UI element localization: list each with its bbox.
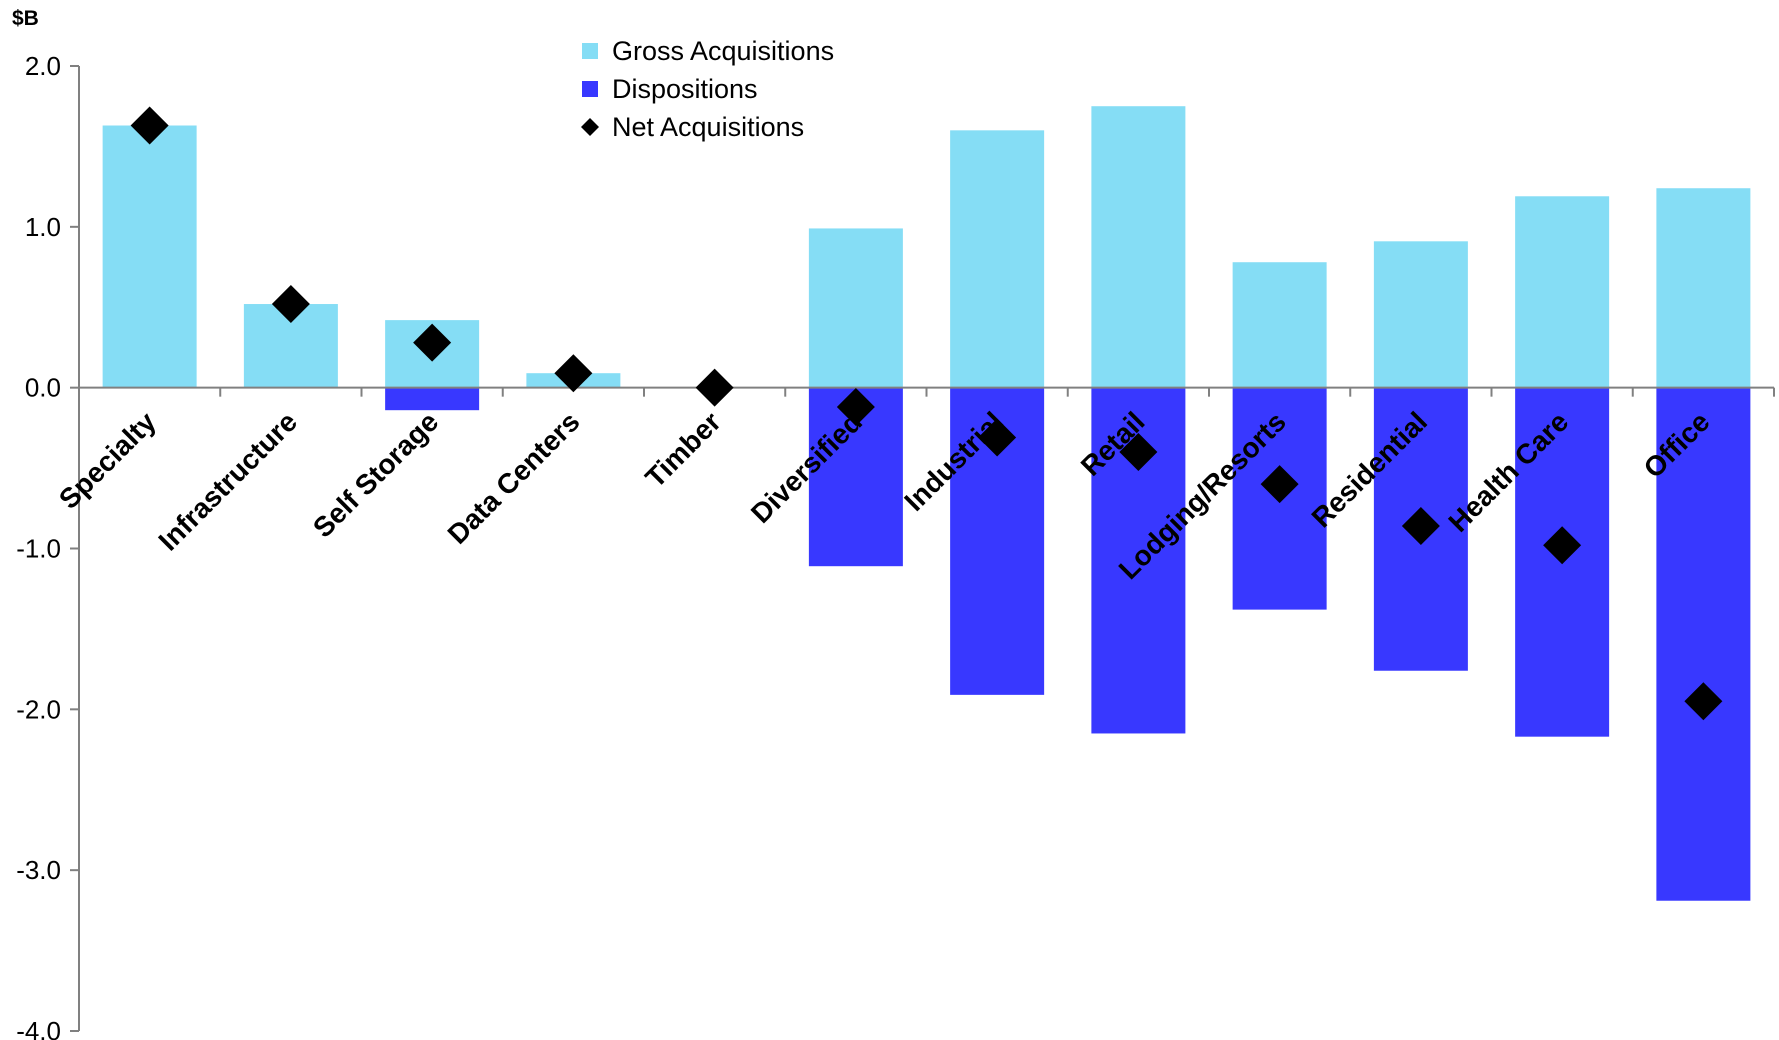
bar-gross-acquisitions-residential	[1373, 241, 1468, 388]
legend-label-gross-acquisitions: Gross Acquisitions	[612, 36, 834, 66]
bar-gross-acquisitions-diversified	[808, 228, 903, 388]
bar-gross-acquisitions-lodging-resorts	[1232, 262, 1327, 388]
legend-swatch-net-acquisitions	[581, 118, 599, 136]
y-tick-label: 2.0	[25, 51, 61, 81]
legend: Gross Acquisitions Dispositions Net Acquis…	[581, 36, 834, 142]
marker-net-acquisitions-diversified	[836, 387, 875, 426]
y-axis-unit-label: $B	[12, 7, 39, 30]
bar-dispositions-office	[1656, 387, 1751, 901]
marker-net-acquisitions-office	[1684, 682, 1723, 721]
bar-gross-acquisitions-industrial	[950, 130, 1045, 388]
x-category-label-self-storage: Self Storage	[307, 406, 444, 543]
y-tick-label: 0.0	[25, 373, 61, 403]
bar-gross-acquisitions-office	[1656, 188, 1751, 388]
axes-layer: 2.0 1.0 0.0 -1.0 -2.0 -3.0 -4.0	[16, 51, 1775, 1040]
marker-net-acquisitions-timber	[695, 368, 734, 407]
x-category-label-specialty: Specialty	[53, 406, 162, 515]
marker-net-acquisitions-industrial	[978, 418, 1017, 457]
marker-net-acquisitions-data-centers	[554, 354, 593, 393]
legend-item-gross-acquisitions: Gross Acquisitions	[582, 36, 834, 66]
bar-gross-acquisitions-health-care	[1515, 196, 1610, 388]
y-tick-label: -2.0	[16, 694, 61, 724]
markers-layer	[130, 106, 1723, 721]
bar-gross-acquisitions-specialty	[102, 125, 197, 388]
marker-net-acquisitions-self-storage	[413, 323, 452, 362]
marker-net-acquisitions-infrastructure	[271, 285, 310, 324]
x-category-label-infrastructure: Infrastructure	[152, 406, 303, 557]
y-tick-label: 1.0	[25, 212, 61, 242]
legend-swatch-dispositions	[582, 81, 598, 97]
x-category-label-data-centers: Data Centers	[442, 406, 586, 550]
marker-net-acquisitions-health-care	[1543, 526, 1582, 565]
marker-net-acquisitions-residential	[1401, 506, 1440, 545]
y-tick-label: -1.0	[16, 534, 61, 564]
legend-label-net-acquisitions: Net Acquisitions	[612, 112, 804, 142]
bar-gross-acquisitions-retail	[1091, 106, 1186, 388]
legend-item-dispositions: Dispositions	[582, 74, 758, 104]
marker-net-acquisitions-lodging-resorts	[1260, 465, 1299, 504]
marker-net-acquisitions-specialty	[130, 106, 169, 145]
x-category-label-timber: Timber	[639, 406, 727, 494]
y-tick-label: -4.0	[16, 1016, 61, 1040]
legend-swatch-gross-acquisitions	[582, 43, 598, 59]
legend-item-net-acquisitions: Net Acquisitions	[581, 112, 804, 142]
marker-net-acquisitions-retail	[1119, 433, 1158, 471]
y-tick-label: -3.0	[16, 855, 61, 885]
legend-label-dispositions: Dispositions	[612, 74, 758, 104]
bar-dispositions-self-storage	[385, 387, 480, 411]
